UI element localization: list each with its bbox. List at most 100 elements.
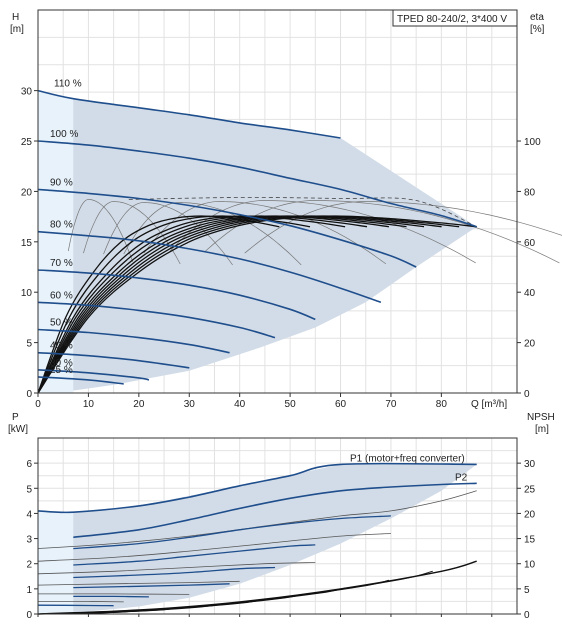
p-tick-label: 2	[26, 560, 32, 571]
head-curve-9	[37, 376, 124, 385]
npsh-tick-label: 25	[524, 484, 536, 495]
efficiency-curve-6	[37, 215, 368, 394]
npsh-tick-label: 0	[524, 610, 530, 621]
min-speed-band	[38, 90, 74, 393]
efficiency-curve-2	[37, 215, 442, 394]
efficiency-curve-8	[37, 215, 311, 394]
head-curve-label: 90 %	[50, 177, 73, 188]
efficiency-curve-3	[37, 215, 425, 394]
power-curve-11	[37, 604, 114, 607]
x-axis-title: Q [m³/h]	[471, 399, 507, 410]
title-box-text: TPED 80-240/2, 3*400 V	[397, 14, 507, 25]
p-tick-label: 6	[26, 459, 32, 470]
head-curve-label: 25 %	[50, 365, 73, 376]
x-tick-label: 50	[285, 399, 297, 410]
p-tick-label: 3	[26, 535, 32, 546]
y2-tick-label: 60	[524, 238, 536, 249]
iso-efficiency-arc-7	[244, 201, 562, 254]
iso-efficiency-arc-1	[83, 201, 181, 265]
head-curve-1	[37, 140, 477, 228]
y2-tick-label: 100	[524, 137, 541, 148]
y2-tick-label: 80	[524, 187, 536, 198]
y-tick-label: 10	[21, 288, 33, 299]
iso-efficiency-arc-2	[103, 202, 233, 266]
y-tick-label: 5	[26, 339, 32, 350]
head-curve-label: 40 %	[50, 341, 73, 352]
p-axis-title: P	[12, 412, 19, 423]
head-curve-label: 100 %	[50, 129, 78, 140]
p-tick-label: 0	[26, 610, 32, 621]
power-curve-5	[73, 566, 276, 579]
x-tick-label: 0	[35, 399, 41, 410]
y2-axis-unit: [%]	[530, 24, 545, 35]
y-axis-title: H	[12, 12, 19, 23]
npsh-tick-label: 10	[524, 560, 536, 571]
x-tick-label: 60	[335, 399, 347, 410]
y-tick-label: 0	[26, 389, 32, 400]
power-curve-9	[73, 595, 149, 598]
npsh-tick-label: 15	[524, 535, 536, 546]
operating-region	[38, 90, 477, 393]
p1-label: P1 (motor+freq converter)	[350, 453, 465, 464]
p2-label: P2	[455, 472, 468, 483]
npsh-axis-title: NPSH	[527, 412, 555, 423]
head-curve-7	[37, 351, 190, 369]
power-curve-3	[73, 544, 316, 566]
y-tick-label: 25	[21, 137, 33, 148]
efficiency-curve-7	[37, 215, 346, 394]
iso-efficiency-arc-5	[168, 200, 476, 264]
x-tick-label: 30	[184, 399, 196, 410]
head-curve-label: 110 %	[54, 79, 82, 90]
head-curve-label: 50 %	[50, 318, 73, 329]
y2-tick-label: 20	[524, 339, 536, 350]
head-curve-8	[37, 369, 150, 381]
power-series-1	[73, 482, 477, 539]
head-curve-6	[37, 328, 230, 354]
y-axis-unit: [m]	[10, 24, 24, 35]
p-tick-label: 1	[26, 585, 32, 596]
y2-axis-title: eta	[530, 12, 544, 23]
power-curve-1	[73, 515, 391, 550]
npsh-axis-unit: [m]	[535, 424, 549, 435]
iso-efficiency-arc-4	[143, 201, 387, 265]
power-plot-frame	[37, 437, 518, 615]
title-box	[392, 9, 518, 27]
x-tick-label: 70	[385, 399, 397, 410]
efficiency-curve-5	[37, 215, 389, 394]
head-curve-0	[37, 89, 341, 139]
head-curve-label: 30 %	[50, 358, 73, 369]
y-tick-label: 30	[21, 87, 33, 98]
npsh-tick-label: 30	[524, 459, 536, 470]
head-curve-label: 60 %	[50, 290, 73, 301]
y-tick-label: 20	[21, 187, 33, 198]
iso-efficiency-arc-3	[123, 202, 302, 266]
y2-tick-label: 40	[524, 288, 536, 299]
power-min-speed-band	[38, 510, 74, 614]
head-curve-2	[37, 188, 417, 268]
p-axis-unit: [kW]	[8, 424, 28, 435]
x-tick-label: 40	[234, 399, 246, 410]
power-curve-10	[37, 600, 124, 603]
power-curve-8	[37, 593, 190, 595]
head-curve-label: 70 %	[50, 258, 73, 269]
power-series-0	[37, 462, 477, 514]
power-curve-2	[37, 533, 391, 562]
p-tick-label: 4	[26, 509, 32, 520]
iso-efficiency-arc-6	[204, 200, 560, 264]
x-tick-label: 20	[133, 399, 145, 410]
x-tick-label: 80	[436, 399, 448, 410]
power-curve-6	[37, 580, 240, 586]
efficiency-curve-9	[37, 215, 280, 394]
iso-efficiency-arc-0	[67, 199, 134, 263]
head-curve-4	[37, 269, 316, 321]
npsh-tick-label: 5	[524, 585, 530, 596]
head-curve-5	[37, 301, 276, 339]
efficiency-curve-4	[37, 215, 407, 394]
head-curve-label: 80 %	[50, 220, 73, 231]
head-curve-3	[37, 230, 382, 304]
power-curve-0	[37, 490, 477, 549]
efficiency-curve-1	[37, 215, 460, 394]
y2-tick-label: 0	[524, 389, 530, 400]
y-tick-label: 15	[21, 238, 33, 249]
